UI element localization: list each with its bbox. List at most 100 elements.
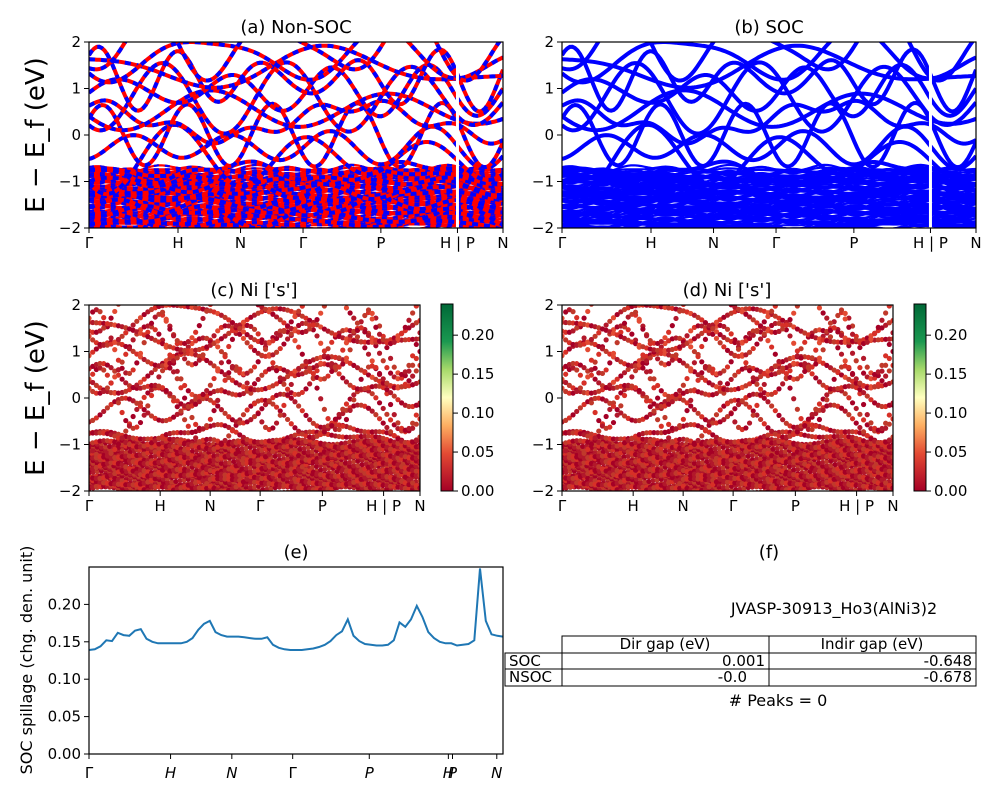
band-point [130,348,136,354]
band-point [215,368,221,374]
band-point [325,481,331,488]
band-point [104,453,110,459]
band-point [268,485,274,491]
band-point [218,348,224,355]
band-point [276,452,282,458]
band-point [108,365,114,371]
band-point [196,399,202,405]
band-point [248,368,254,374]
band-point [358,433,364,440]
band-point [93,475,99,482]
band-point [358,367,364,373]
band-point [285,386,291,392]
panel-b-ytick-label: −2 [532,219,554,237]
band-point [196,475,202,481]
band-point [233,484,239,490]
band-point [163,465,169,471]
band-point [355,458,361,464]
band-point [130,367,136,373]
band-point [325,288,330,293]
band-point [123,417,129,424]
band-point [218,336,224,342]
band-point [285,336,291,342]
band-point [244,489,250,491]
band-point [277,408,283,414]
band-point [342,440,349,446]
band-point [123,351,129,357]
band-point [347,333,353,339]
band-point [318,431,324,438]
band-point [134,318,140,324]
band-point [130,337,136,343]
band-point [410,362,416,368]
band-point [134,424,140,430]
band-point [233,322,239,329]
band-point [387,417,394,423]
band-point [365,481,372,487]
band-point [417,317,420,324]
band-point [153,292,158,297]
band-point [97,328,103,334]
band-point [193,435,199,441]
band-point [288,371,294,377]
band-point [369,391,375,397]
band-point [119,435,125,441]
band-point [395,436,401,442]
band-point [134,406,140,413]
band-point [211,407,217,414]
band-point [373,395,379,401]
band-point [174,355,180,361]
band-point [343,434,350,440]
band-point [733,487,739,491]
band-point [299,408,305,414]
band-point [167,473,173,479]
band-point [259,397,265,403]
band-point [307,381,313,387]
band-point [93,390,99,396]
band-point [824,459,830,465]
panel-c-xtick-label: Γ [256,497,265,515]
band-point [182,395,188,401]
band-point [410,310,416,316]
band-point [233,367,239,373]
band-point [112,339,118,345]
band-line [89,88,503,133]
band-point [362,298,367,303]
band-point [115,400,122,406]
band-point [391,412,397,418]
band-point [174,376,180,382]
band-point [137,315,144,321]
band-line [562,180,976,201]
band-point [567,468,573,474]
band-point [336,444,342,450]
band-point [362,345,368,351]
band-point [417,416,420,422]
band-point [716,485,722,491]
band-point [318,467,324,473]
band-point [145,436,151,442]
band-point [828,462,834,468]
band-point [240,319,247,325]
band-point [704,458,710,465]
band-point [145,460,151,467]
band-point [156,374,162,380]
band-point [259,419,265,425]
band-point [384,344,390,351]
band-point [318,340,324,346]
band-point [237,331,243,337]
band-point [182,417,188,423]
band-point [270,352,276,358]
band-point [177,478,183,484]
band-point [307,326,313,332]
band-point [791,467,797,473]
band-line [89,42,503,85]
band-line [562,159,976,186]
band-point [247,444,253,450]
band-point [336,296,341,301]
band-point [235,446,241,453]
band-point [134,273,139,278]
band-point [163,484,169,490]
band-line [89,165,503,175]
band-point [786,463,793,469]
band-point [229,473,236,479]
